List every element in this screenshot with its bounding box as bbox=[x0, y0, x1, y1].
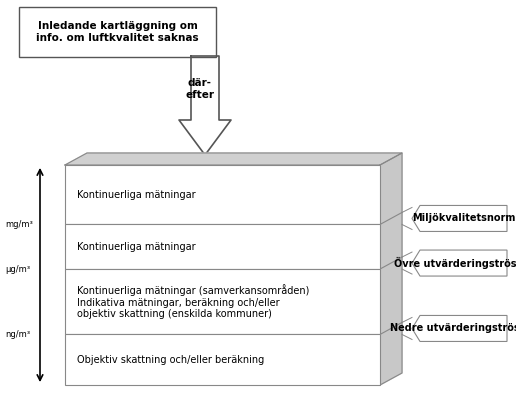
Polygon shape bbox=[380, 153, 402, 385]
Text: där-
efter: där- efter bbox=[185, 78, 215, 100]
FancyBboxPatch shape bbox=[19, 7, 216, 57]
Polygon shape bbox=[65, 165, 380, 225]
Text: Kontinuerliga mätningar: Kontinuerliga mätningar bbox=[77, 190, 196, 200]
Text: Nedre utvärderingströskel: Nedre utvärderingströskel bbox=[391, 323, 516, 333]
Text: µg/m³: µg/m³ bbox=[5, 264, 30, 273]
Polygon shape bbox=[65, 335, 380, 385]
Polygon shape bbox=[65, 153, 402, 165]
Text: Övre utvärderingströskel: Övre utvärderingströskel bbox=[394, 257, 516, 269]
Text: Kontinuerliga mätningar (samverkansområden)
Indikativa mätningar, beräkning och/: Kontinuerliga mätningar (samverkansområd… bbox=[77, 284, 310, 319]
Polygon shape bbox=[412, 250, 507, 276]
Polygon shape bbox=[65, 225, 380, 269]
Text: Kontinuerliga mätningar: Kontinuerliga mätningar bbox=[77, 242, 196, 252]
Polygon shape bbox=[412, 205, 507, 231]
Text: mg/m³: mg/m³ bbox=[5, 220, 33, 229]
Text: Miljökvalitetsnorm: Miljökvalitetsnorm bbox=[412, 214, 515, 223]
Text: Inledande kartläggning om
info. om luftkvalitet saknas: Inledande kartläggning om info. om luftk… bbox=[36, 21, 199, 43]
Polygon shape bbox=[179, 56, 231, 155]
Polygon shape bbox=[65, 269, 380, 335]
Text: Objektiv skattning och/eller beräkning: Objektiv skattning och/eller beräkning bbox=[77, 355, 264, 365]
Polygon shape bbox=[412, 316, 507, 342]
Text: ng/m³: ng/m³ bbox=[5, 330, 30, 339]
